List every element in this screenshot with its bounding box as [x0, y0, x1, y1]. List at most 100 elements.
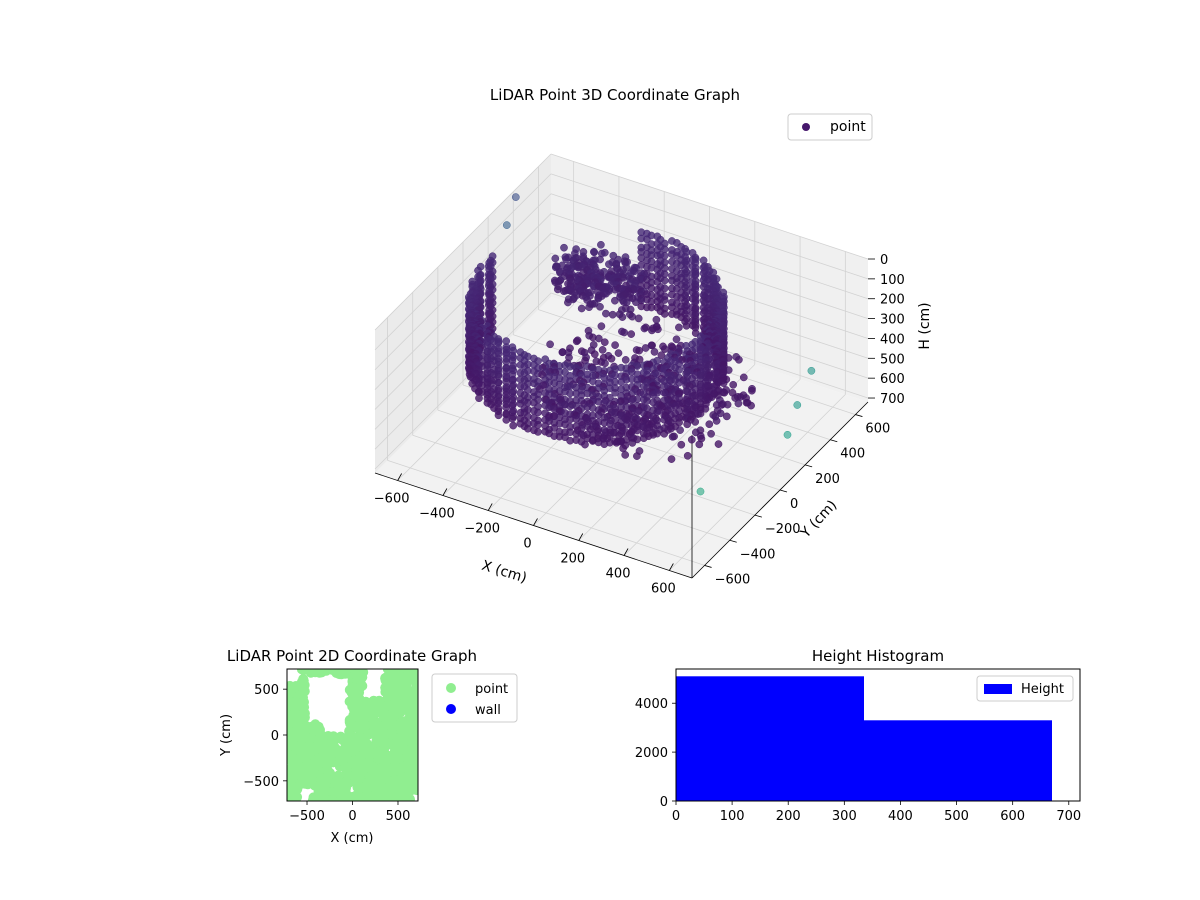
scatter-2d-point	[292, 784, 303, 795]
scatter-3d-grid-line	[374, 233, 552, 410]
scatter-2d-point	[406, 669, 417, 679]
scatter-3d-point	[719, 379, 728, 388]
scatter-2d-point	[335, 754, 346, 765]
scatter-2d-x-axis-label: X (cm)	[331, 831, 374, 846]
scatter-3d-legend: point	[787, 113, 873, 141]
histogram-y-tick-label: 2000	[635, 746, 668, 761]
histogram-bar	[864, 720, 1052, 801]
scatter-2d-y-tick-label: −500	[243, 775, 279, 790]
scatter-2d-ticks: −500 0 500 −500 0 500	[243, 683, 410, 824]
scatter-2d-x-tick-label: 500	[386, 809, 411, 824]
histogram-x-tick-label: 700	[1056, 809, 1081, 824]
scatter-2d-point	[353, 704, 364, 715]
scatter-2d-point	[390, 693, 400, 704]
scatter-3d-y-tick	[855, 414, 863, 417]
scatter-3d-point	[722, 412, 731, 421]
scatter-3d-point	[627, 330, 636, 338]
histogram-legend: Height	[976, 675, 1074, 702]
scatter-2d-point	[319, 787, 330, 798]
scatter-3d-x-tick	[669, 563, 674, 571]
scatter-3d-point	[614, 349, 623, 357]
scatter-3d-grid-line	[412, 434, 730, 541]
scatter-2d-point	[375, 699, 386, 710]
scatter-3d-point	[602, 309, 610, 318]
scatter-3d-point	[747, 401, 755, 410]
scatter-3d-z-tick-label: 300	[880, 313, 905, 328]
scatter-3d-point	[560, 243, 568, 252]
scatter-2d-point	[339, 669, 350, 677]
scatter-3d-grid-line	[374, 173, 552, 351]
scatter-3d-x-tick	[623, 548, 629, 556]
scatter-3d-legend-marker	[802, 123, 810, 131]
scatter-3d-point	[572, 337, 581, 346]
scatter-2d-y-tick-label: 0	[271, 729, 279, 744]
scatter-3d-point	[648, 341, 656, 350]
scatter-3d-panel: LiDAR Point 3D Coordinate Graph −600 −400…	[374, 86, 933, 597]
scatter-3d-point	[807, 366, 816, 375]
scatter-3d-grid-line	[374, 193, 552, 371]
scatter-3d-x-tick	[487, 503, 493, 511]
scatter-3d-point	[739, 373, 748, 382]
histogram-x-tick-label: 0	[672, 809, 680, 824]
scatter-3d-y-tick	[754, 514, 762, 518]
scatter-3d-point	[691, 418, 700, 426]
scatter-2d-point	[314, 669, 325, 678]
scatter-3d-z-tick-label: 0	[880, 253, 888, 268]
scatter-2d-points	[287, 669, 418, 801]
scatter-3d-point	[601, 359, 609, 368]
scatter-3d-grid-line	[374, 292, 552, 470]
scatter-3d-point	[562, 255, 570, 264]
scatter-2d-legend-wall-label: wall	[475, 703, 501, 718]
scatter-3d-point	[611, 341, 619, 349]
scatter-3d-point	[660, 310, 669, 318]
scatter-3d-x-tick	[397, 473, 402, 481]
scatter-2d-point	[384, 700, 395, 711]
scatter-3d-point	[617, 378, 626, 386]
scatter-2d-point	[340, 734, 351, 745]
histogram-frame	[675, 668, 1081, 802]
scatter-3d-point	[639, 434, 648, 443]
scatter-2d-point	[351, 789, 362, 800]
scatter-3d-point	[734, 399, 743, 408]
scatter-2d-point	[352, 773, 363, 784]
scatter-3d-point	[611, 388, 619, 397]
scatter-2d-point	[411, 681, 418, 692]
scatter-3d-point	[475, 394, 483, 403]
scatter-2d-point	[394, 670, 405, 681]
scatter-2d-point	[395, 788, 406, 799]
scatter-3d-point	[564, 298, 572, 307]
scatter-2d-point	[378, 711, 389, 722]
scatter-2d-point	[347, 757, 358, 768]
scatter-3d-y-tick	[729, 539, 737, 543]
scatter-3d-point	[585, 303, 593, 312]
scatter-2d-x-tick-label: −500	[289, 809, 325, 824]
scatter-3d-legend-label: point	[830, 119, 866, 135]
scatter-2d-point	[374, 746, 385, 757]
histogram-x-tick-label: 600	[1000, 809, 1025, 824]
scatter-3d-point	[683, 451, 692, 460]
scatter-3d-point	[566, 436, 574, 445]
scatter-3d-point	[783, 430, 792, 439]
scatter-3d-point	[590, 248, 599, 257]
scatter-3d-point	[577, 304, 586, 313]
scatter-3d-point	[712, 417, 721, 425]
scatter-3d-point	[641, 344, 650, 352]
scatter-3d-point	[643, 235, 651, 244]
scatter-3d-grid-line	[550, 153, 869, 260]
scatter-3d-point	[612, 438, 621, 447]
scatter-3d-point	[621, 356, 630, 364]
scatter-3d-x-tick-label: −600	[374, 492, 410, 507]
scatter-3d-point	[660, 429, 669, 438]
scatter-2d-point	[305, 669, 316, 678]
scatter-3d-y-tick-label: −600	[715, 572, 751, 587]
scatter-3d-points	[464, 193, 816, 496]
scatter-3d-point	[581, 440, 589, 449]
scatter-3d-point	[511, 193, 520, 201]
histogram-title: Height Histogram	[812, 647, 944, 665]
scatter-2d-point	[371, 718, 382, 729]
scatter-3d-point	[667, 455, 676, 463]
scatter-3d-point	[748, 386, 756, 395]
scatter-2d-point	[315, 724, 325, 735]
scatter-2d-point	[333, 770, 344, 781]
scatter-3d-x-tick-label: 0	[523, 537, 531, 552]
